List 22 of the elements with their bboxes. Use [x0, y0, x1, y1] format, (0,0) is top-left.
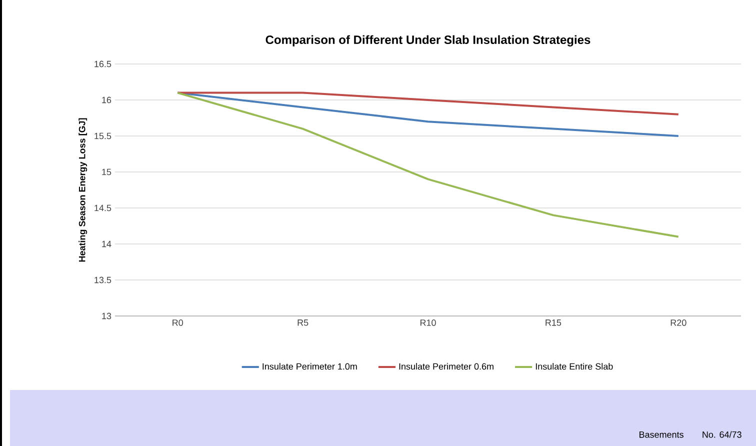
y-tick-label: 14 — [102, 240, 112, 248]
y-tick-label: 15 — [102, 168, 112, 176]
text: No. 64/73 — [702, 431, 742, 438]
x-tick-label: R5 — [298, 320, 308, 326]
y-tick-label: 13 — [102, 312, 112, 320]
line-series — [176, 92, 680, 238]
y-tick-label: 16.5 — [94, 60, 112, 68]
legend-label: Insulate Perimeter 1.0m — [262, 363, 357, 370]
y-tick-label: 13.5 — [94, 276, 112, 284]
y-tick-label: 14.5 — [94, 204, 112, 212]
legend-label: Insulate Perimeter 0.6m — [399, 363, 494, 370]
chart-title: Comparison of Different Under Slab Insulation Strategies — [266, 35, 590, 46]
y-axis-title: Heating Season Energy Loss [GJ] — [78, 118, 88, 262]
line-series — [176, 92, 680, 116]
x-tick-label: R15 — [546, 320, 562, 326]
legend-label: Insulate Entire Slab — [536, 363, 613, 370]
y-tick-label: 15.5 — [94, 132, 112, 140]
x-tick-label: R20 — [670, 320, 686, 326]
x-tick-label: R0 — [172, 320, 184, 326]
x-tick-label: R10 — [420, 320, 436, 326]
y-tick-label: 16 — [102, 96, 112, 104]
text: Basements — [640, 432, 684, 438]
